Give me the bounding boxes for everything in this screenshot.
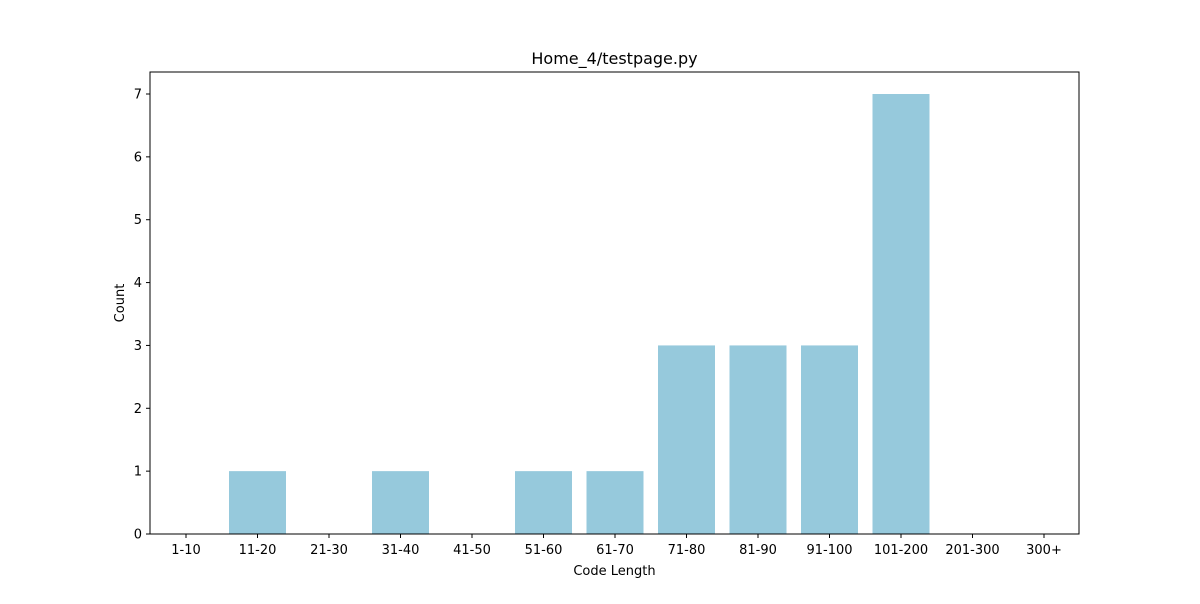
y-tick-label: 4 [134,276,142,291]
bar-101-200 [872,94,930,534]
y-tick-label: 1 [134,465,142,480]
y-tick-label: 6 [134,150,142,165]
x-tick-label: 71-80 [668,543,706,558]
y-tick-label: 7 [134,88,142,103]
plot-frame [149,71,1080,535]
bar-91-100 [801,345,858,534]
x-tick-label: 11-20 [239,543,277,558]
x-tick-label: 1-10 [171,543,201,558]
y-axis-label: Count [113,284,128,323]
chart-title: Home_4/testpage.py [531,49,697,69]
bar-61-70 [586,471,644,534]
x-tick-label: 91-100 [806,543,852,558]
y-tick-label: 0 [134,528,142,543]
x-axis: 1-10 11-20 21-30 31-40 41-50 51-60 61-70 71-80 8… [171,534,1062,558]
x-tick-label: 21-30 [310,543,348,558]
y-tick-label: 2 [134,402,142,417]
bar-11-20 [229,471,286,534]
x-tick-label: 81-90 [739,543,777,558]
bar-51-60 [515,471,572,534]
x-tick-label: 51-60 [525,543,563,558]
x-axis-label: Code Length [573,564,655,579]
x-tick-label: 41-50 [453,543,491,558]
bar-31-40 [372,471,429,534]
x-tick-label: 61-70 [596,543,634,558]
bar-81-90 [729,345,787,534]
x-tick-label: 201-300 [945,543,999,558]
y-axis: 0 1 2 3 4 5 6 7 [134,88,150,543]
y-tick-label: 3 [134,339,142,354]
x-tick-label: 31-40 [382,543,420,558]
bars-layer [229,94,930,534]
x-tick-label: 300+ [1026,543,1062,558]
x-tick-label: 101-200 [874,543,928,558]
bar-71-80 [658,345,715,534]
y-tick-label: 5 [134,213,142,228]
